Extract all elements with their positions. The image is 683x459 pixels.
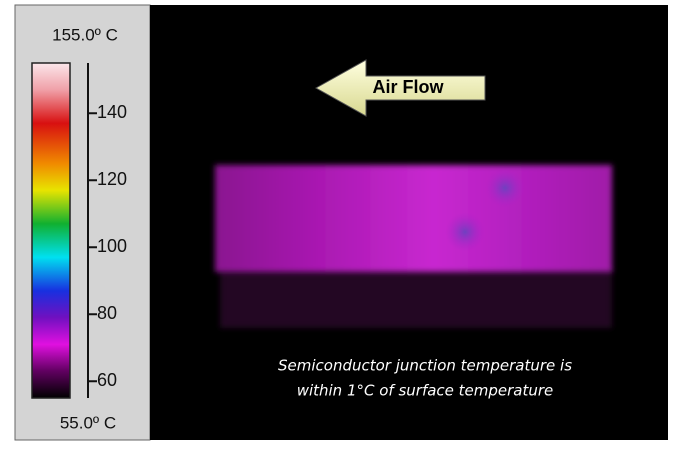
hot-spot — [445, 212, 485, 252]
device-heat — [215, 165, 612, 272]
scale-min-label: 55.0º C — [60, 413, 116, 432]
color-bar — [31, 62, 71, 399]
reflection — [220, 268, 612, 328]
caption: within 1°C of surface temperature — [297, 382, 554, 400]
tick-label: 140 — [97, 102, 127, 122]
caption: Semiconductor junction temperature is — [278, 357, 572, 375]
scale-max-label: 155.0º C — [52, 25, 118, 44]
arrow-label: Air Flow — [373, 77, 445, 97]
airflow-arrow — [314, 59, 486, 117]
tick-label: 60 — [97, 370, 117, 390]
tick-label: 80 — [97, 303, 117, 323]
tick-label: 100 — [97, 236, 127, 256]
hot-spot — [485, 168, 525, 208]
tick-label: 120 — [97, 169, 127, 189]
